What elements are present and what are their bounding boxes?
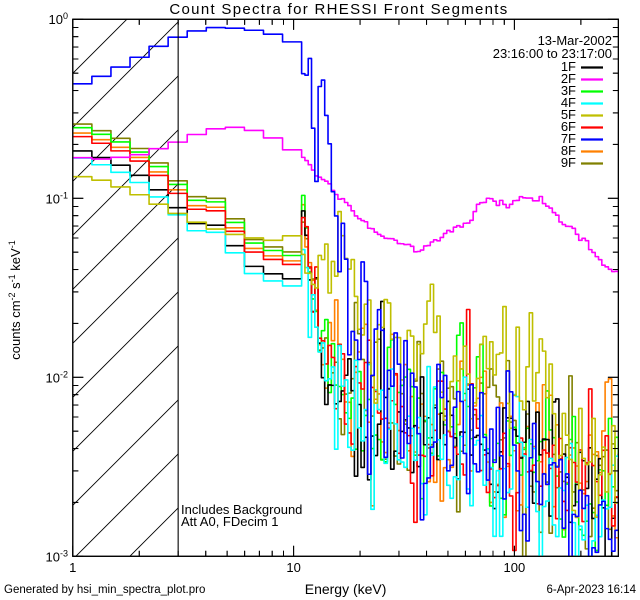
svg-text:6-Apr-2023 16:14: 6-Apr-2023 16:14 xyxy=(546,584,636,596)
svg-text:Count Spectra for RHESSI Front: Count Spectra for RHESSI Front Segments xyxy=(169,1,508,18)
svg-text:counts cm-2 s-1 keV-1: counts cm-2 s-1 keV-1 xyxy=(7,240,23,359)
svg-text:9F: 9F xyxy=(561,155,576,170)
svg-text:Energy (keV): Energy (keV) xyxy=(305,581,387,597)
svg-text:10-1: 10-1 xyxy=(46,190,68,206)
svg-text:1: 1 xyxy=(69,560,76,575)
svg-text:10-3: 10-3 xyxy=(46,548,68,564)
svg-text:Att A0, FDecim 1: Att A0, FDecim 1 xyxy=(181,514,279,529)
svg-text:100: 100 xyxy=(49,11,68,27)
svg-text:100: 100 xyxy=(504,560,526,575)
svg-text:10-2: 10-2 xyxy=(46,369,68,385)
svg-text:23:16:00 to 23:17:00: 23:16:00 to 23:17:00 xyxy=(493,46,612,61)
svg-text:Generated by hsi_min_spectra_p: Generated by hsi_min_spectra_plot.pro xyxy=(4,584,205,596)
svg-text:10: 10 xyxy=(286,560,300,575)
